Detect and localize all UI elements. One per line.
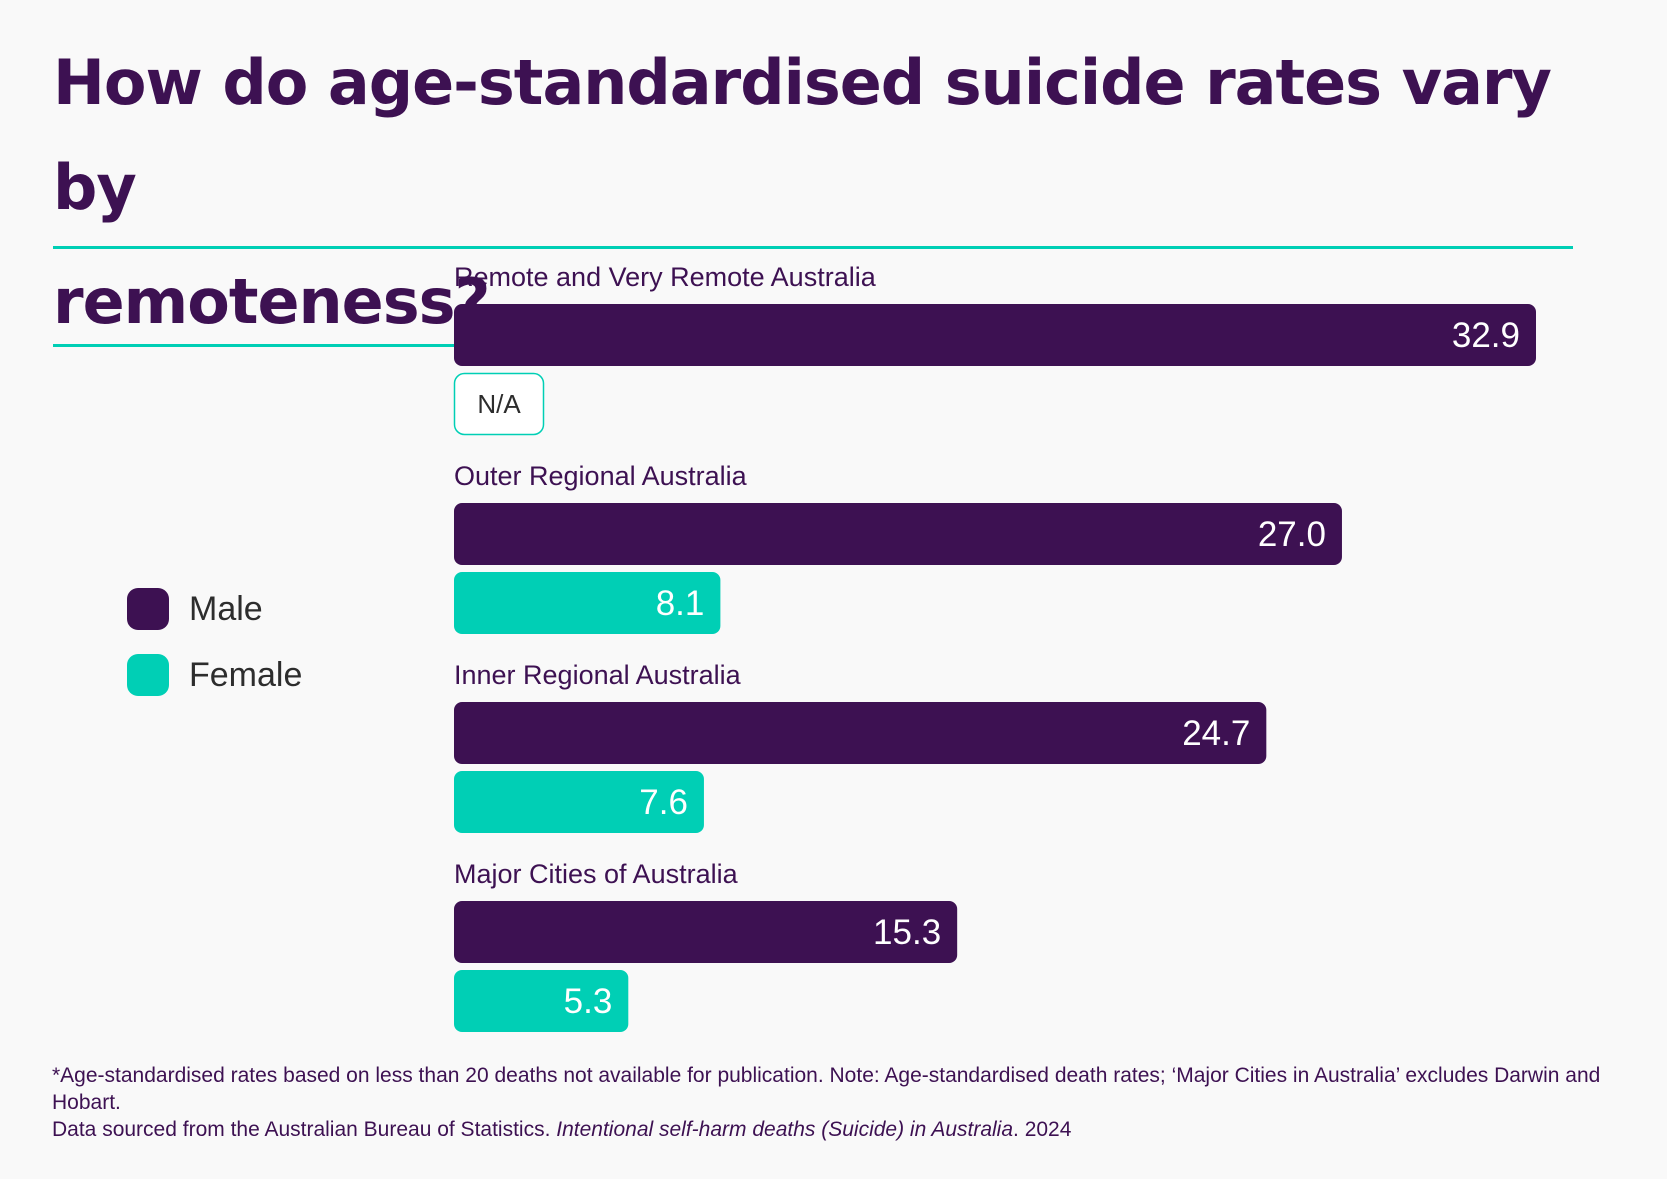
na-label-remote-and-very-remote-australia: N/A [477,389,521,419]
value-label-female-inner-regional-australia: 7.6 [639,783,688,822]
chart-title: How do age-standardised suicide rates va… [53,30,1613,354]
bar-female-major-cities-of-australia [454,970,629,1032]
value-label-female-outer-regional-australia: 8.1 [656,584,705,623]
bar-male-remote-and-very-remote-australia [454,304,1536,366]
title-line-2: remoteness? [53,265,490,347]
bar-female-na-remote-and-very-remote-australia [453,372,545,436]
legend-item-female: Female [127,654,302,696]
bar-female-outer-regional-australia [454,572,721,634]
footnote: *Age-standardised rates based on less th… [52,1062,1612,1143]
legend-swatch-male [127,588,169,630]
legend-label-male: Male [189,589,263,628]
bar-male-major-cities-of-australia [454,901,958,963]
value-label-male-outer-regional-australia: 27.0 [1258,515,1326,554]
legend-label-female: Female [189,655,303,694]
category-label-inner-regional-australia: Inner Regional Australia [454,660,742,690]
bar-male-inner-regional-australia [454,702,1267,764]
legend-swatch-female [127,654,169,696]
category-label-remote-and-very-remote-australia: Remote and Very Remote Australia [454,262,877,292]
legend-item-male: Male [127,588,302,630]
footnote-note: *Age-standardised rates based on less th… [52,1064,1601,1114]
bar-male-outer-regional-australia [454,503,1342,565]
value-label-male-remote-and-very-remote-australia: 32.9 [1452,316,1520,355]
category-label-outer-regional-australia: Outer Regional Australia [454,461,748,491]
footnote-source: Data sourced from the Australian Bureau … [52,1116,1612,1143]
source-title: Intentional self-harm deaths (Suicide) i… [556,1118,1014,1141]
value-label-female-major-cities-of-australia: 5.3 [564,982,613,1021]
category-label-major-cities-of-australia: Major Cities of Australia [454,859,739,889]
title-line-1: How do age-standardised suicide rates va… [53,30,1573,249]
value-label-male-major-cities-of-australia: 15.3 [873,913,941,952]
source-suffix: . 2024 [1013,1118,1072,1141]
value-label-male-inner-regional-australia: 24.7 [1182,714,1250,753]
legend: Male Female [127,588,302,720]
bar-female-inner-regional-australia [454,771,704,833]
source-prefix: Data sourced from the Australian Bureau … [52,1118,557,1141]
